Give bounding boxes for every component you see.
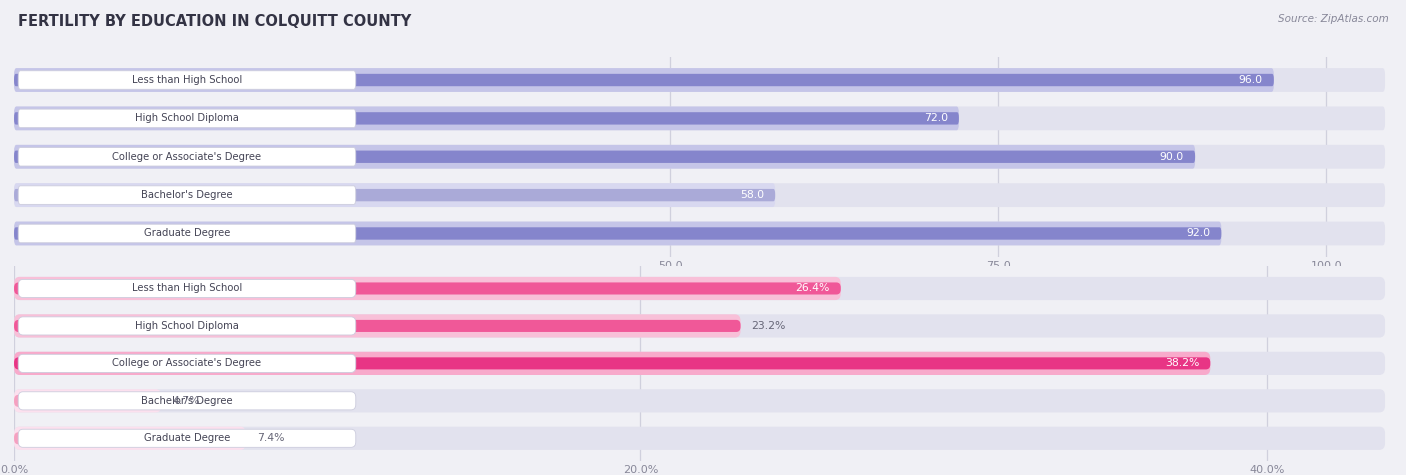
Text: 72.0: 72.0 [924, 114, 948, 124]
Text: Bachelor's Degree: Bachelor's Degree [141, 396, 233, 406]
FancyBboxPatch shape [14, 106, 1385, 130]
FancyBboxPatch shape [18, 186, 356, 204]
FancyBboxPatch shape [18, 354, 356, 372]
Text: 92.0: 92.0 [1187, 228, 1211, 238]
FancyBboxPatch shape [14, 145, 1195, 169]
FancyBboxPatch shape [18, 147, 356, 166]
FancyBboxPatch shape [14, 395, 162, 407]
FancyBboxPatch shape [14, 283, 841, 294]
Text: Bachelor's Degree: Bachelor's Degree [141, 190, 233, 200]
Text: Less than High School: Less than High School [132, 284, 242, 294]
Text: 96.0: 96.0 [1239, 75, 1263, 85]
FancyBboxPatch shape [14, 277, 841, 300]
Text: Graduate Degree: Graduate Degree [143, 433, 231, 443]
FancyBboxPatch shape [14, 314, 1385, 338]
FancyBboxPatch shape [14, 106, 959, 130]
FancyBboxPatch shape [18, 429, 356, 447]
FancyBboxPatch shape [14, 68, 1385, 92]
FancyBboxPatch shape [14, 427, 1385, 450]
FancyBboxPatch shape [14, 427, 246, 450]
Text: College or Associate's Degree: College or Associate's Degree [112, 358, 262, 369]
FancyBboxPatch shape [14, 189, 775, 201]
Text: High School Diploma: High School Diploma [135, 321, 239, 331]
FancyBboxPatch shape [18, 109, 356, 128]
FancyBboxPatch shape [18, 71, 356, 89]
FancyBboxPatch shape [14, 151, 1195, 163]
FancyBboxPatch shape [14, 145, 1385, 169]
FancyBboxPatch shape [14, 183, 1385, 207]
Text: College or Associate's Degree: College or Associate's Degree [112, 152, 262, 162]
Text: 58.0: 58.0 [740, 190, 763, 200]
FancyBboxPatch shape [14, 352, 1211, 375]
FancyBboxPatch shape [18, 279, 356, 297]
FancyBboxPatch shape [14, 389, 1385, 412]
FancyBboxPatch shape [14, 320, 741, 332]
FancyBboxPatch shape [14, 112, 959, 124]
Text: 90.0: 90.0 [1160, 152, 1184, 162]
FancyBboxPatch shape [14, 183, 775, 207]
Text: Less than High School: Less than High School [132, 75, 242, 85]
FancyBboxPatch shape [14, 432, 246, 444]
FancyBboxPatch shape [18, 317, 356, 335]
Text: 4.7%: 4.7% [173, 396, 200, 406]
Text: 38.2%: 38.2% [1166, 358, 1199, 369]
FancyBboxPatch shape [14, 277, 1385, 300]
FancyBboxPatch shape [14, 352, 1385, 375]
FancyBboxPatch shape [14, 221, 1222, 246]
Text: 26.4%: 26.4% [796, 284, 830, 294]
FancyBboxPatch shape [14, 221, 1385, 246]
FancyBboxPatch shape [14, 74, 1274, 86]
FancyBboxPatch shape [14, 68, 1274, 92]
Text: Source: ZipAtlas.com: Source: ZipAtlas.com [1278, 14, 1389, 24]
FancyBboxPatch shape [14, 314, 741, 338]
FancyBboxPatch shape [18, 224, 356, 243]
Text: Graduate Degree: Graduate Degree [143, 228, 231, 238]
FancyBboxPatch shape [14, 389, 162, 412]
Text: High School Diploma: High School Diploma [135, 114, 239, 124]
FancyBboxPatch shape [14, 357, 1211, 370]
Text: 23.2%: 23.2% [752, 321, 786, 331]
Text: FERTILITY BY EDUCATION IN COLQUITT COUNTY: FERTILITY BY EDUCATION IN COLQUITT COUNT… [18, 14, 412, 29]
FancyBboxPatch shape [18, 392, 356, 410]
Text: 7.4%: 7.4% [257, 433, 284, 443]
FancyBboxPatch shape [14, 228, 1222, 240]
